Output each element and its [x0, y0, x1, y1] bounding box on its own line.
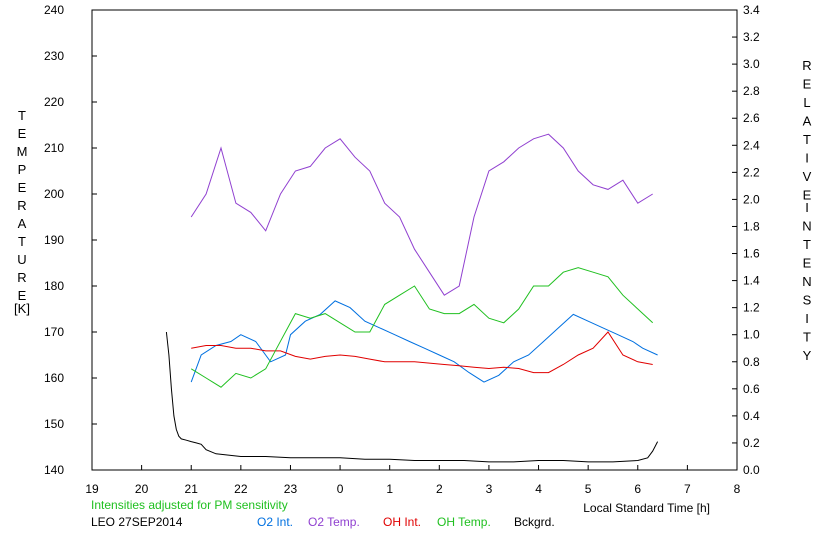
left-tick-label: 140 [44, 463, 64, 477]
axis-label-letter: U [17, 252, 26, 267]
right-tick-label: 2.0 [743, 192, 760, 206]
right-axis: 0.0 0.2 0.4 0.6 0.8 1.0 1.2 1.4 1.6 1.8 2.0 2.2 2.4 2… [732, 3, 760, 477]
axis-label-letter: A [18, 216, 27, 231]
left-tick-label: 210 [44, 141, 64, 155]
axis-label-letter: N [802, 219, 811, 234]
x-tick-label: 1 [386, 482, 393, 496]
note-text: Intensities adjusted for PM sensitivity [91, 498, 288, 512]
legend-oh-temp: OH Temp. [437, 515, 491, 529]
left-tick-label: 230 [44, 49, 64, 63]
x-tick-label: 6 [634, 482, 641, 496]
x-tick-label: 0 [337, 482, 344, 496]
series-lines [165, 133, 659, 463]
legend-oh-int: OH Int. [383, 515, 421, 529]
right-tick-label: 1.8 [743, 219, 760, 233]
right-tick-label: 2.2 [743, 165, 760, 179]
axis-label-letter: Y [803, 348, 812, 363]
right-tick-label: 2.4 [743, 138, 760, 152]
legend-bckgrd: Bckgrd. [514, 515, 555, 529]
x-axis: 19 20 21 22 23 0 1 2 3 4 5 6 7 8 [85, 465, 741, 496]
series-line-o2-temp [190, 133, 653, 296]
plot-area [91, 9, 738, 471]
axis-label-letter: M [17, 144, 28, 159]
left-tick-label: 160 [44, 371, 64, 385]
left-axis-unit: [K] [14, 301, 30, 316]
axis-label-letter: L [803, 95, 810, 110]
x-tick-label: 22 [234, 482, 248, 496]
right-tick-label: 0.6 [743, 382, 760, 396]
axis-label-letter: T [18, 234, 26, 249]
x-tick-label: 23 [284, 482, 298, 496]
series-line-bckgrd [165, 331, 659, 463]
right-tick-label: 0.8 [743, 355, 760, 369]
left-tick-label: 190 [44, 233, 64, 247]
x-tick-label: 5 [585, 482, 592, 496]
legend-o2-int: O2 Int. [257, 515, 293, 529]
x-tick-label: 8 [734, 482, 741, 496]
axis-label-letter: E [803, 256, 812, 271]
x-tick-label: 7 [684, 482, 691, 496]
left-tick-label: 150 [44, 417, 64, 431]
right-tick-label: 2.8 [743, 84, 760, 98]
axis-label-letter: E [18, 126, 27, 141]
axis-label-letter: E [18, 288, 27, 303]
axis-label-letter: T [803, 330, 811, 345]
right-tick-label: 1.4 [743, 274, 760, 288]
axis-label-letter: V [803, 169, 812, 184]
axis-label-letter: S [803, 293, 812, 308]
left-tick-label: 220 [44, 95, 64, 109]
axis-label-letter: N [802, 274, 811, 289]
axis-label-letter: I [805, 311, 809, 326]
left-axis: 140 150 160 170 180 190 200 210 220 230 240 [44, 3, 97, 477]
legend-o2-temp: O2 Temp. [308, 515, 360, 529]
axis-label-letter: I [805, 151, 809, 166]
right-tick-label: 3.4 [743, 3, 760, 17]
right-tick-label: 2.6 [743, 111, 760, 125]
left-tick-label: 180 [44, 279, 64, 293]
right-tick-label: 3.2 [743, 30, 760, 44]
plot-frame [91, 9, 738, 471]
x-tick-label: 19 [85, 482, 99, 496]
right-tick-label: 1.0 [743, 328, 760, 342]
axis-label-letter: R [17, 198, 26, 213]
x-axis-label: Local Standard Time [h] [583, 501, 710, 515]
left-tick-label: 200 [44, 187, 64, 201]
x-tick-label: 20 [135, 482, 149, 496]
axis-label-letter: E [803, 77, 812, 92]
x-tick-label: 21 [185, 482, 199, 496]
axis-label-letter: I [805, 200, 809, 215]
left-tick-label: 170 [44, 325, 64, 339]
x-tick-label: 4 [535, 482, 542, 496]
axis-label-letter: R [802, 58, 811, 73]
right-tick-label: 0.0 [743, 463, 760, 477]
x-tick-label: 2 [436, 482, 443, 496]
left-tick-label: 240 [44, 3, 64, 17]
axis-label-letter: R [17, 270, 26, 285]
axis-label-letter: T [803, 237, 811, 252]
axis-label-letter: P [18, 162, 27, 177]
axis-label-letter: E [18, 180, 27, 195]
x-tick-label: 3 [486, 482, 493, 496]
series-line-oh-int [191, 331, 653, 374]
axis-label-letter: T [18, 108, 26, 123]
right-tick-label: 0.4 [743, 409, 760, 423]
axis-label-letter: E [803, 188, 812, 203]
series-line-oh-temp [190, 267, 654, 388]
axis-label-letter: A [803, 114, 812, 129]
right-tick-label: 0.2 [743, 436, 760, 450]
series-line-o2-int [190, 300, 658, 383]
station-label: LEO 27SEP2014 [91, 515, 183, 529]
right-tick-label: 1.6 [743, 247, 760, 261]
axis-label-letter: T [803, 132, 811, 147]
right-tick-label: 1.2 [743, 301, 760, 315]
right-tick-label: 3.0 [743, 57, 760, 71]
